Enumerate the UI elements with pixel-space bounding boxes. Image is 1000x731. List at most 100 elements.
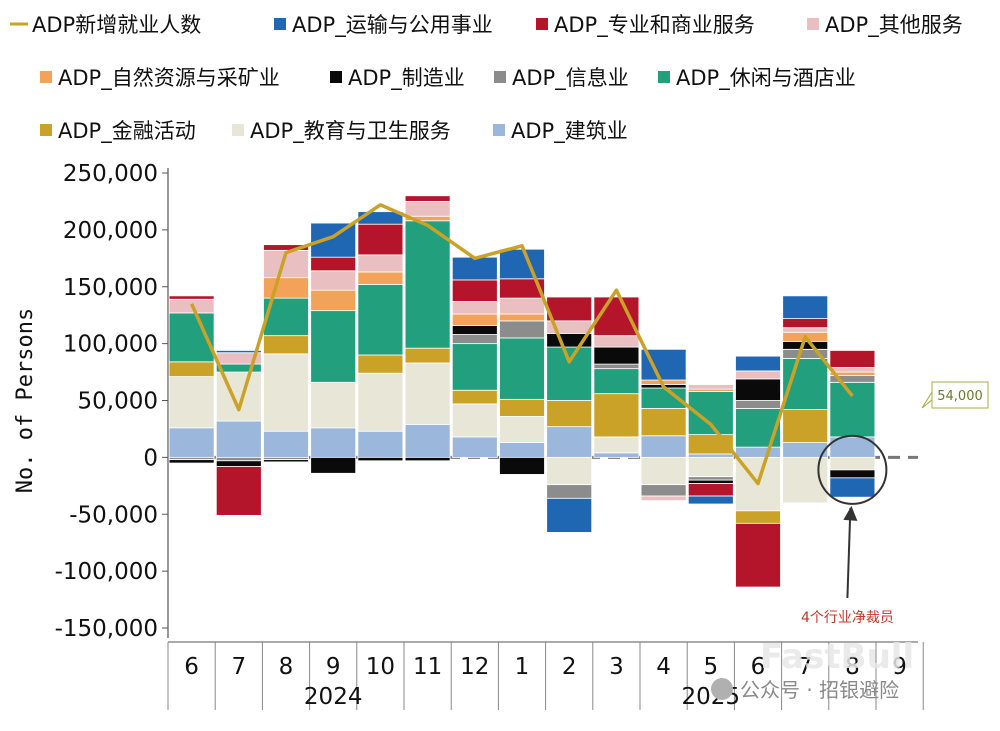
x-tick-label: 8 xyxy=(279,654,294,680)
bar-segment-adp_信息业 xyxy=(735,400,781,409)
legend-item: ADP_金融活动 xyxy=(40,119,196,144)
bar-segment-adp_运输与公用事业 xyxy=(215,350,262,354)
bar-segment-adp_其他服务 xyxy=(310,270,357,291)
bar-segment-adp_教育与卫生服务 xyxy=(168,376,215,429)
bar-segment-adp_教育与卫生服务 xyxy=(404,362,451,425)
bar-segment-adp_信息业 xyxy=(687,476,734,481)
bar-segment-adp_教育与卫生服务 xyxy=(310,381,357,429)
bar-segment-adp_金融活动 xyxy=(404,347,451,364)
source-watermark: 公众号 · 招银避险 xyxy=(740,678,899,702)
bar-segment-adp_其他服务 xyxy=(782,327,829,333)
legend-label: ADP_信息业 xyxy=(512,66,629,91)
bar-segment-adp_金融活动 xyxy=(735,510,781,524)
bar-segment-adp_专业和商业服务 xyxy=(829,350,876,368)
y-tick-label: -100,000 xyxy=(55,559,158,585)
bar-segment-adp_其他服务 xyxy=(451,301,498,315)
bar-segment-adp_教育与卫生服务 xyxy=(499,416,545,443)
bar-segment-adp_休闲与酒店业 xyxy=(404,220,451,349)
legend-swatch xyxy=(330,71,342,83)
annotation-arrow-shaft xyxy=(846,507,852,599)
bar-segment-adp_专业和商业服务 xyxy=(215,466,262,516)
bar-segment-adp_专业和商业服务 xyxy=(357,223,404,256)
bar-segment-adp_教育与卫生服务 xyxy=(357,372,404,432)
bar-segment-adp_自然资源与采矿业 xyxy=(263,277,309,299)
bar-segment-adp_休闲与酒店业 xyxy=(499,337,545,400)
bar-segment-adp_建筑业 xyxy=(593,452,640,458)
bar-segment-adp_其他服务 xyxy=(499,297,545,315)
bar-segment-adp_金融活动 xyxy=(640,408,687,437)
legend-item: ADP_信息业 xyxy=(494,66,629,91)
legend-label: ADP_建筑业 xyxy=(511,119,628,144)
bar-segment-adp_专业和商业服务 xyxy=(404,195,451,202)
wechat-icon xyxy=(711,678,733,700)
legend-swatch xyxy=(232,124,244,136)
legend-label: ADP_自然资源与采矿业 xyxy=(58,66,280,91)
legend-swatch xyxy=(658,71,670,83)
legend-item: ADP_专业和商业服务 xyxy=(536,13,755,38)
bar-segment-adp_制造业 xyxy=(404,456,451,462)
bar-segment-adp_金融活动 xyxy=(782,409,829,443)
bar-segment-adp_教育与卫生服务 xyxy=(687,456,734,478)
bar-segment-adp_休闲与酒店业 xyxy=(357,284,404,356)
fastbull-watermark-logo: FastBull xyxy=(760,637,914,677)
bar-segment-adp_信息业 xyxy=(215,456,262,462)
bar-segment-adp_教育与卫生服务 xyxy=(215,371,262,422)
y-tick-label: 100,000 xyxy=(63,332,158,358)
legend-item: ADP_其他服务 xyxy=(807,13,963,38)
x-tick-label: 4 xyxy=(656,654,671,680)
bar-segment-adp_建筑业 xyxy=(357,430,404,458)
bar-segment-adp_其他服务 xyxy=(735,370,781,380)
legend: ADP新增就业人数 ADP_运输与公用事业 ADP_专业和商业服务 ADP_其他服务 A… xyxy=(10,13,963,144)
x-tick-label: 8 xyxy=(845,654,860,680)
bar-segment-adp_建筑业 xyxy=(168,427,215,458)
x-tick-label: 6 xyxy=(751,654,766,680)
legend-swatch xyxy=(493,124,505,136)
x-tick-label: 11 xyxy=(413,654,442,680)
total-employment-line xyxy=(190,203,854,486)
bar-segment-adp_信息业 xyxy=(499,320,545,339)
bar-segment-adp_教育与卫生服务 xyxy=(640,456,687,486)
y-tick-label: -150,000 xyxy=(55,616,158,642)
bar-segment-adp_制造业 xyxy=(687,479,734,484)
bar-segment-adp_专业和商业服务 xyxy=(782,318,829,329)
bar-segment-adp_专业和商业服务 xyxy=(687,483,734,497)
bar-segment-adp_制造业 xyxy=(168,459,215,464)
y-tick-label: 200,000 xyxy=(63,218,158,244)
bar-segment-adp_建筑业 xyxy=(499,442,545,458)
x-tick-label: 9 xyxy=(892,654,907,680)
bar-segment-adp_教育与卫生服务 xyxy=(829,456,876,471)
bar-segment-adp_专业和商业服务 xyxy=(310,256,357,272)
bar-segment-adp_其他服务 xyxy=(357,254,404,273)
x-year-label: 2024 xyxy=(304,684,363,710)
callout-box xyxy=(931,381,989,409)
bar-segment-adp_信息业 xyxy=(593,363,640,370)
legend-label: ADP_专业和商业服务 xyxy=(554,13,755,38)
bar-segment-adp_自然资源与采矿业 xyxy=(451,313,498,326)
bar-segment-adp_运输与公用事业 xyxy=(451,256,498,281)
annotations: 4个行业净裁员 54,000 xyxy=(801,381,989,626)
bar-segment-adp_建筑业 xyxy=(310,427,357,458)
total-line xyxy=(190,203,854,486)
bar-segment-adp_制造业 xyxy=(735,378,781,401)
bar-segment-adp_制造业 xyxy=(593,346,640,365)
bar-segment-adp_教育与卫生服务 xyxy=(546,456,593,486)
legend-label: ADP新增就业人数 xyxy=(32,13,201,37)
callout-pointer xyxy=(921,390,933,409)
bar-segment-adp_自然资源与采矿业 xyxy=(310,289,357,312)
bar-segment-adp_专业和商业服务 xyxy=(263,244,309,251)
bar-segment-adp_制造业 xyxy=(499,456,545,475)
bar-segment-adp_运输与公用事业 xyxy=(735,355,781,372)
legend-item: ADP_教育与卫生服务 xyxy=(232,119,451,144)
y-tick-label: 0 xyxy=(143,445,158,471)
bar-segment-adp_自然资源与采矿业 xyxy=(357,271,404,285)
legend-swatch xyxy=(536,18,548,30)
bar-segment-adp_休闲与酒店业 xyxy=(451,343,498,391)
bar-segment-adp_运输与公用事业 xyxy=(687,495,734,505)
bar-segment-adp_信息业 xyxy=(640,484,687,497)
bar-segment-adp_休闲与酒店业 xyxy=(546,346,593,401)
x-tick-label: 10 xyxy=(366,654,395,680)
bar-segment-adp_金融活动 xyxy=(499,398,545,417)
x-tick-label: 5 xyxy=(703,654,718,680)
bar-segment-adp_信息业 xyxy=(546,484,593,499)
